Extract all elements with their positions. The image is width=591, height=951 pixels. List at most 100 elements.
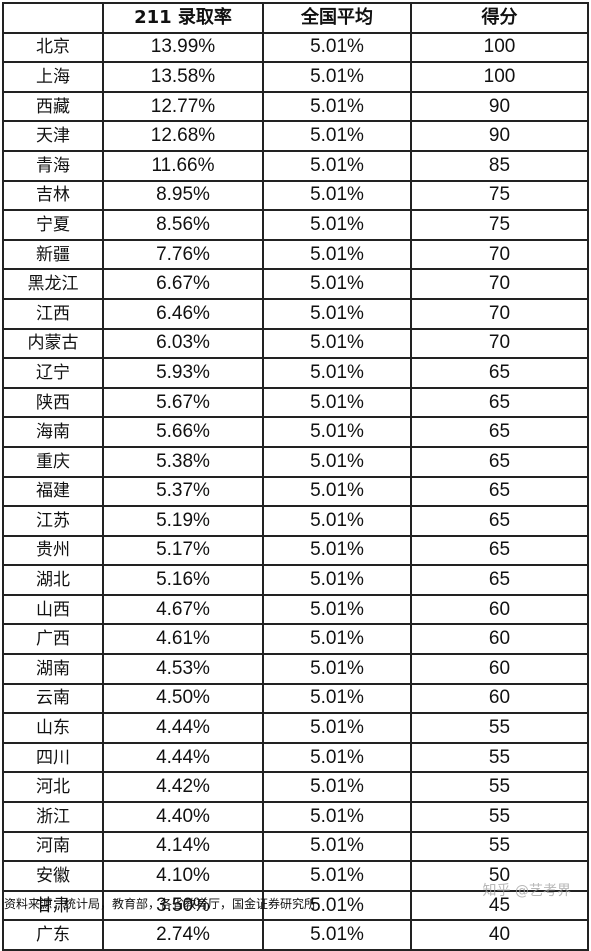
province-cell: 重庆 xyxy=(2,445,104,478)
table-row: 贵州 5.17% 5.01% 65 xyxy=(2,534,589,567)
score-cell: 60 xyxy=(410,593,589,626)
rate-211-cell: 4.42% xyxy=(102,771,264,804)
score-cell: 70 xyxy=(410,238,589,271)
province-cell: 安徽 xyxy=(2,860,104,892)
table-header-row: 211 录取率 全国平均 得分 xyxy=(2,2,589,34)
national-average-cell: 5.01% xyxy=(262,682,412,715)
score-cell: 60 xyxy=(410,623,589,656)
rate-211-cell: 4.67% xyxy=(102,593,264,626)
table-row: 湖南 4.53% 5.01% 60 xyxy=(2,653,589,685)
score-cell: 65 xyxy=(410,357,589,389)
score-cell: 70 xyxy=(410,268,589,300)
score-cell: 65 xyxy=(410,505,589,537)
score-cell: 40 xyxy=(410,919,589,951)
score-cell: 65 xyxy=(410,564,589,596)
rate-211-cell: 3.50% xyxy=(102,889,264,922)
score-cell: 55 xyxy=(410,712,589,744)
score-cell: 65 xyxy=(410,416,589,448)
province-cell: 辽宁 xyxy=(2,357,104,389)
rate-211-cell: 12.77% xyxy=(102,90,264,123)
province-cell: 河南 xyxy=(2,830,104,863)
rate-211-cell: 4.44% xyxy=(102,741,264,774)
province-cell: 陕西 xyxy=(2,386,104,419)
table-row: 江苏 5.19% 5.01% 65 xyxy=(2,505,589,537)
national-average-cell: 5.01% xyxy=(262,386,412,419)
score-cell: 90 xyxy=(410,120,589,152)
table-row: 广西 4.61% 5.01% 60 xyxy=(2,623,589,656)
score-cell: 65 xyxy=(410,475,589,508)
rate-211-cell: 12.68% xyxy=(102,120,264,152)
national-average-cell: 5.01% xyxy=(262,741,412,774)
province-cell: 北京 xyxy=(2,31,104,64)
table-row: 安徽 4.10% 5.01% 50 xyxy=(2,860,589,892)
province-cell: 江苏 xyxy=(2,505,104,537)
national-average-cell: 5.01% xyxy=(262,297,412,330)
national-average-cell: 5.01% xyxy=(262,90,412,123)
province-cell: 广西 xyxy=(2,623,104,656)
rate-211-cell: 6.46% xyxy=(102,297,264,330)
table-row: 河南 4.14% 5.01% 55 xyxy=(2,830,589,863)
table-row: 新疆 7.76% 5.01% 70 xyxy=(2,238,589,271)
national-average-cell: 5.01% xyxy=(262,623,412,656)
national-average-cell: 5.01% xyxy=(262,149,412,182)
table-row: 内蒙古 6.03% 5.01% 70 xyxy=(2,327,589,360)
province-cell: 江西 xyxy=(2,297,104,330)
table-row: 辽宁 5.93% 5.01% 65 xyxy=(2,357,589,389)
table-row: 福建 5.37% 5.01% 65 xyxy=(2,475,589,508)
national-average-cell: 5.01% xyxy=(262,238,412,271)
score-cell: 65 xyxy=(410,534,589,567)
score-cell: 100 xyxy=(410,31,589,64)
national-average-cell: 5.01% xyxy=(262,268,412,300)
national-average-cell: 5.01% xyxy=(262,416,412,448)
rate-211-cell: 6.03% xyxy=(102,327,264,360)
source-note: 资料来源：统计局，教育部，各省教育厅，国金证券研究所 xyxy=(4,897,317,911)
province-cell: 山东 xyxy=(2,712,104,744)
province-cell: 四川 xyxy=(2,741,104,774)
province-cell: 海南 xyxy=(2,416,104,448)
province-cell: 青海 xyxy=(2,149,104,182)
score-cell: 60 xyxy=(410,682,589,715)
rate-211-cell: 5.19% xyxy=(102,505,264,537)
national-average-cell: 5.01% xyxy=(262,209,412,241)
table-row: 海南 5.66% 5.01% 65 xyxy=(2,416,589,448)
table-row: 山西 4.67% 5.01% 60 xyxy=(2,593,589,626)
national-average-cell: 5.01% xyxy=(262,534,412,567)
table-row: 重庆 5.38% 5.01% 65 xyxy=(2,445,589,478)
national-average-cell: 5.01% xyxy=(262,712,412,744)
rate-211-cell: 6.67% xyxy=(102,268,264,300)
rate-211-cell: 5.37% xyxy=(102,475,264,508)
score-cell: 75 xyxy=(410,179,589,212)
province-cell: 广东 xyxy=(2,919,104,951)
national-average-cell: 5.01% xyxy=(262,31,412,64)
rate-211-cell: 5.16% xyxy=(102,564,264,596)
score-cell: 75 xyxy=(410,209,589,241)
national-average-cell: 5.01% xyxy=(262,801,412,833)
rate-211-cell: 7.76% xyxy=(102,238,264,271)
score-cell: 100 xyxy=(410,61,589,93)
header-score: 得分 xyxy=(410,2,589,34)
table-row: 黑龙江 6.67% 5.01% 70 xyxy=(2,268,589,300)
province-cell: 湖南 xyxy=(2,653,104,685)
table-row: 天津 12.68% 5.01% 90 xyxy=(2,120,589,152)
table-row: 江西 6.46% 5.01% 70 xyxy=(2,297,589,330)
table-row: 河北 4.42% 5.01% 55 xyxy=(2,771,589,804)
national-average-cell: 5.01% xyxy=(262,860,412,892)
rate-211-cell: 4.61% xyxy=(102,623,264,656)
rate-211-cell: 4.10% xyxy=(102,860,264,892)
province-cell: 上海 xyxy=(2,61,104,93)
national-average-cell: 5.01% xyxy=(262,771,412,804)
province-cell: 新疆 xyxy=(2,238,104,271)
rate-211-cell: 8.56% xyxy=(102,209,264,241)
score-cell: 65 xyxy=(410,386,589,419)
province-cell: 福建 xyxy=(2,475,104,508)
table-row: 青海 11.66% 5.01% 85 xyxy=(2,149,589,182)
rate-211-cell: 5.66% xyxy=(102,416,264,448)
national-average-cell: 5.01% xyxy=(262,357,412,389)
header-province xyxy=(2,2,104,34)
province-cell: 西藏 xyxy=(2,90,104,123)
national-average-cell: 5.01% xyxy=(262,505,412,537)
province-cell: 云南 xyxy=(2,682,104,715)
rate-211-cell: 2.74% xyxy=(102,919,264,951)
